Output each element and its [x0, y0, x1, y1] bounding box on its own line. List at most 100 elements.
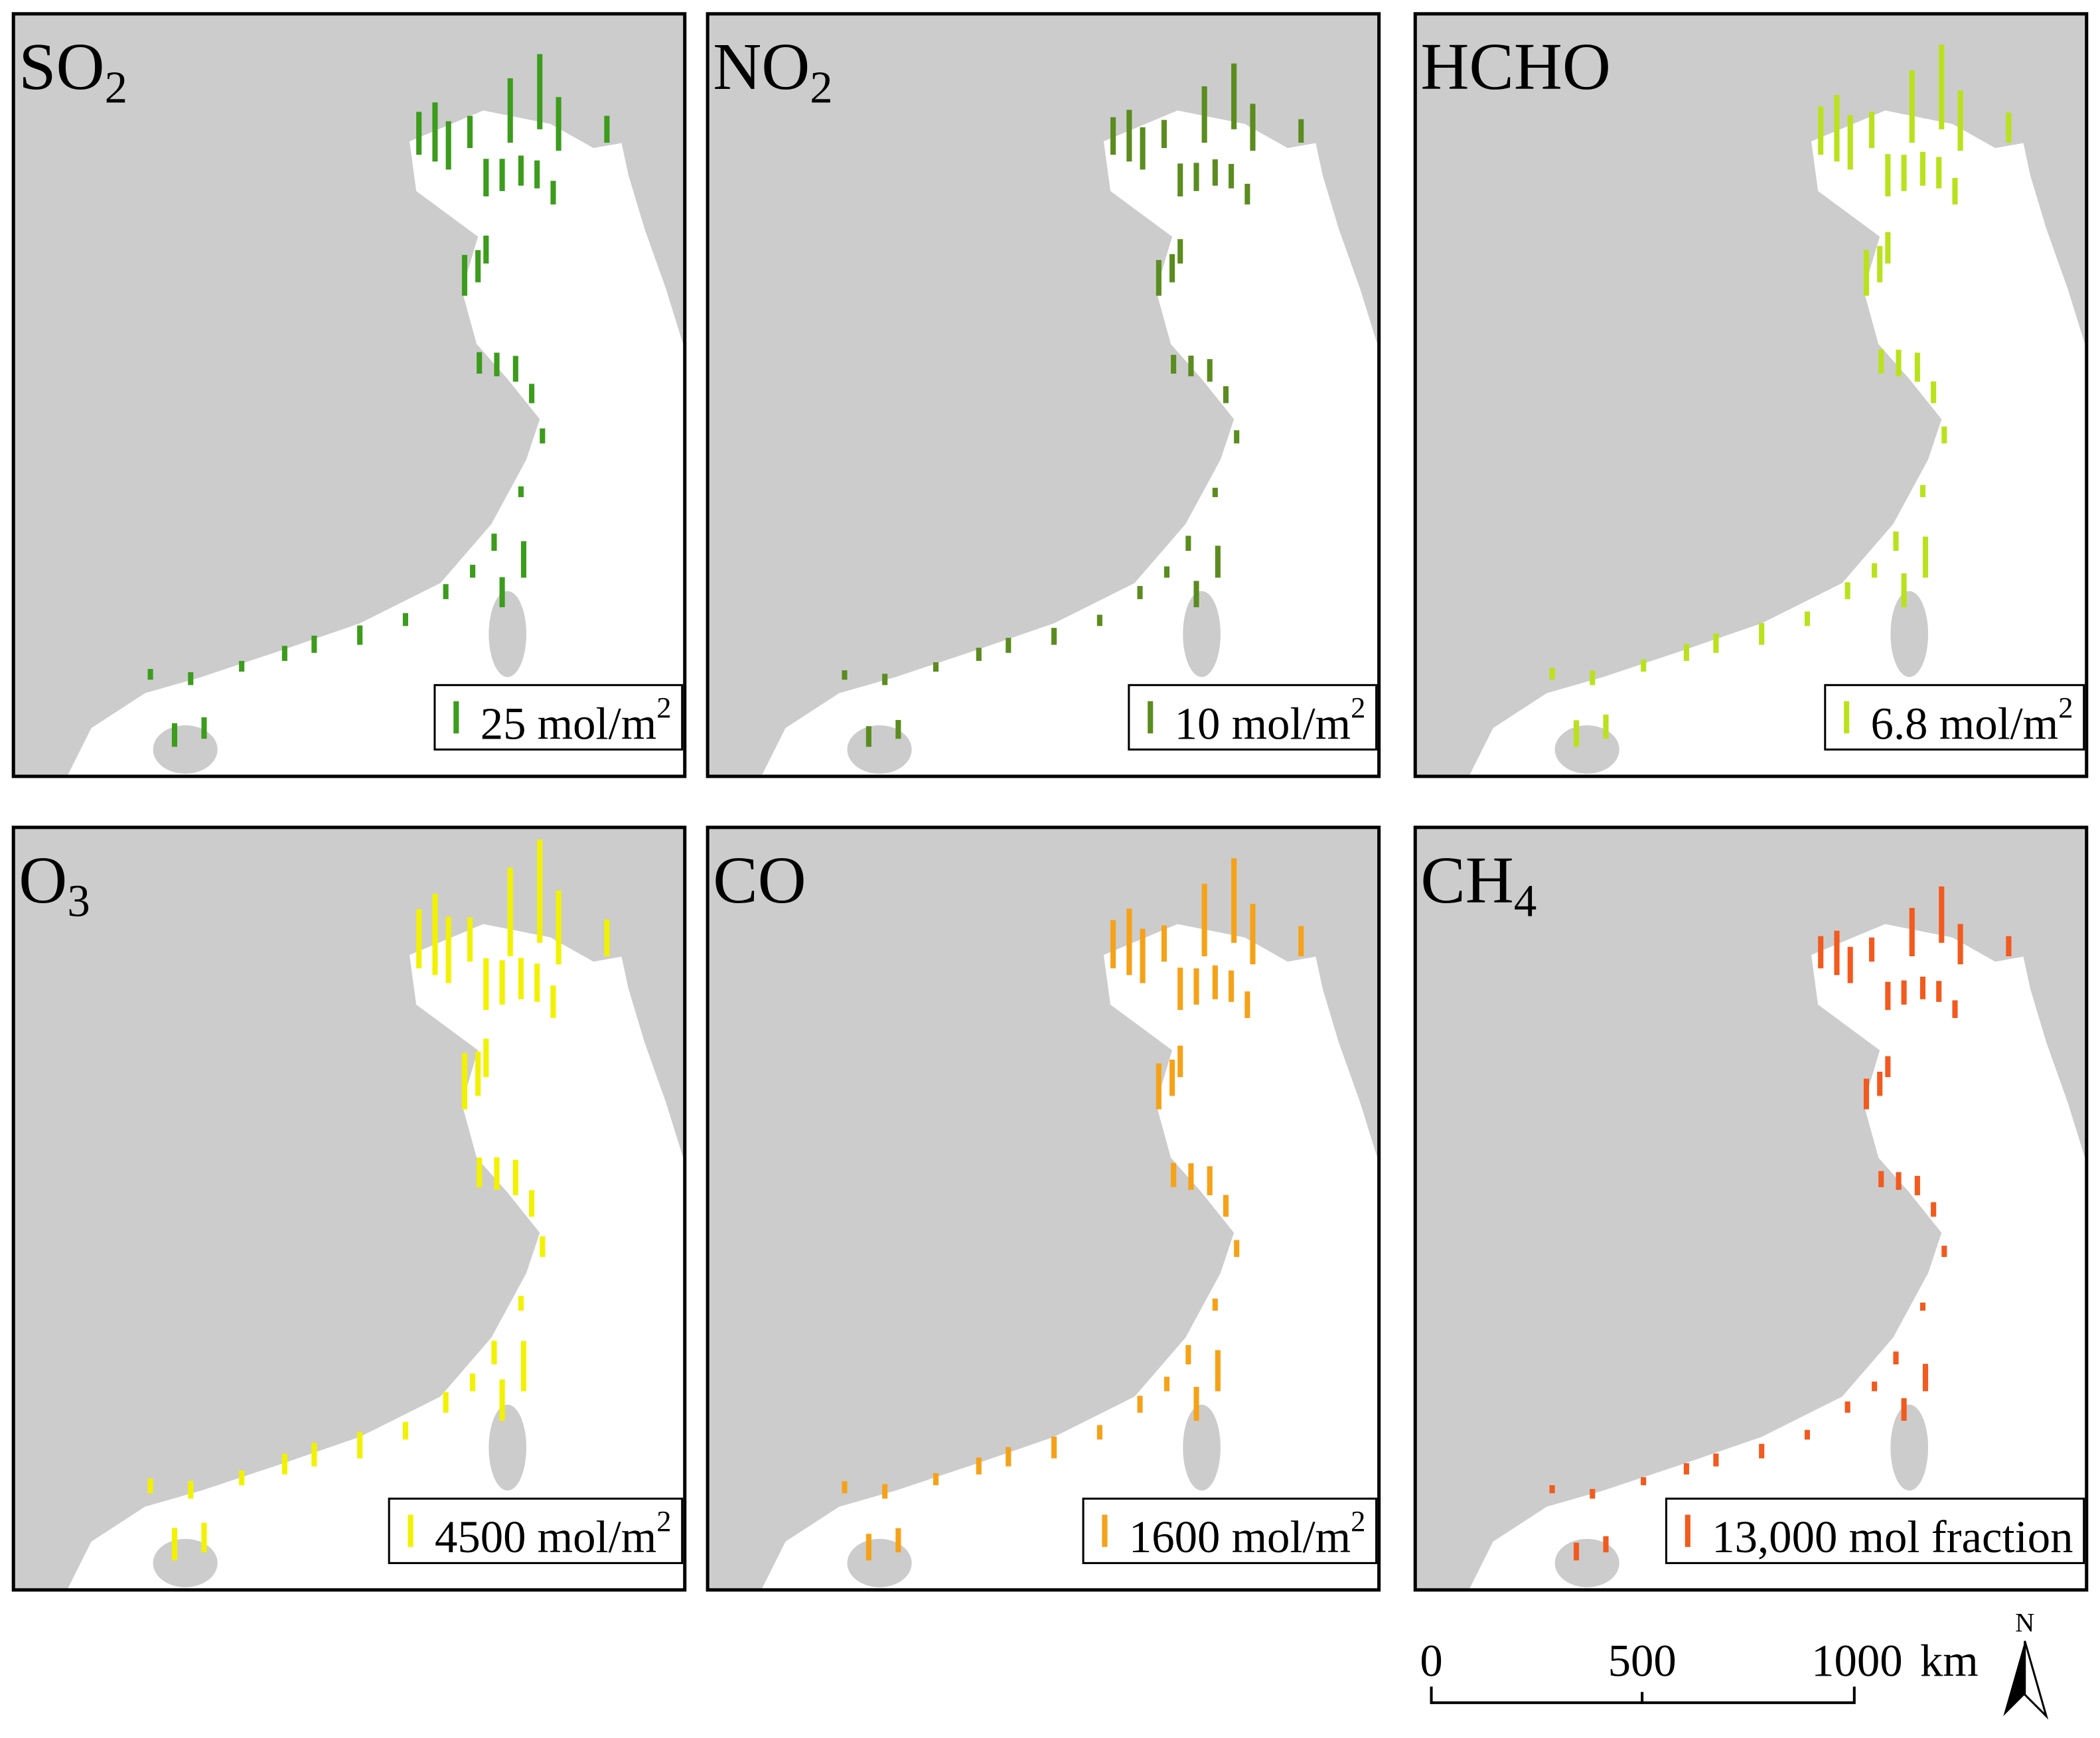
site-bar: [604, 115, 610, 143]
site-bar: [281, 646, 287, 661]
legend-box: [433, 684, 684, 751]
site-bar: [1156, 1063, 1162, 1110]
site-bar: [604, 919, 610, 956]
site-bar: [512, 356, 518, 382]
site-bar: [1223, 386, 1229, 403]
site-bar: [1215, 1350, 1221, 1392]
site-bar: [1939, 886, 1945, 943]
site-bar: [477, 1157, 483, 1187]
site-bar: [491, 1340, 497, 1364]
site-bar: [147, 669, 153, 680]
island: [488, 1404, 527, 1491]
legend-box: [1824, 684, 2085, 751]
site-bar: [529, 384, 535, 403]
legend-text: 13,000 mol fraction: [1712, 1512, 2073, 1562]
panel-frame: [1413, 826, 2089, 1592]
site-bar: [1844, 582, 1850, 599]
site-bar: [537, 54, 543, 129]
site-bar: [1896, 1172, 1902, 1191]
map-panel: HCHO 6.8 mol/m2: [1413, 12, 2089, 778]
site-bar: [1549, 1485, 1555, 1494]
site-bar: [520, 1340, 527, 1392]
site-bar: [1126, 908, 1132, 976]
legend-key: [1148, 701, 1154, 734]
site-bar: [1193, 581, 1199, 608]
site-bar: [1936, 157, 1942, 188]
site-bar: [1110, 920, 1116, 969]
site-bar: [1193, 1386, 1199, 1421]
site-bar: [1590, 1488, 1596, 1499]
site-bar: [499, 1379, 505, 1421]
legend-superscript: 2: [1351, 1504, 1365, 1538]
island: [153, 1538, 218, 1587]
legend-text: 1600 mol/m: [1129, 1512, 1351, 1562]
site-bar: [1931, 381, 1937, 403]
site-bar: [1901, 980, 1907, 1005]
sea: [67, 924, 685, 1590]
legend-key: [408, 1514, 413, 1548]
site-bar: [1914, 352, 1920, 382]
site-bar: [1869, 111, 1875, 149]
site-bar: [443, 584, 449, 599]
site-bar: [540, 428, 546, 444]
site-bar: [1215, 545, 1221, 578]
site-bar: [2006, 112, 2012, 143]
site-bar: [1683, 644, 1689, 661]
site-bar: [1250, 104, 1256, 151]
site-bar: [1936, 981, 1942, 1002]
site-bar: [475, 250, 481, 283]
site-bar: [281, 1453, 287, 1475]
panel-title: O3: [19, 843, 90, 926]
site-bar: [1006, 638, 1012, 653]
island: [1554, 1538, 1619, 1587]
panel-frame: [11, 826, 687, 1592]
panel-frame: [11, 12, 687, 778]
panel-title: NO2: [713, 29, 832, 112]
legend-key: [453, 701, 459, 734]
site-bar: [1922, 536, 1929, 578]
site-bar: [239, 1470, 245, 1486]
site-bar: [1603, 1536, 1609, 1553]
panel-title: CH4: [1420, 843, 1537, 926]
site-bar: [1110, 117, 1116, 155]
island: [847, 725, 912, 774]
site-bar: [1140, 127, 1146, 170]
site-bar: [1231, 63, 1237, 129]
site-bar: [1201, 883, 1207, 956]
site-bar: [512, 1159, 518, 1196]
legend-box: [1082, 1497, 1378, 1564]
legend-label: 13,000 mol fraction: [1712, 1512, 2073, 1562]
site-bar: [1006, 1447, 1012, 1467]
site-bar: [1244, 183, 1250, 205]
site-bar: [1207, 359, 1213, 382]
site-bar: [1250, 904, 1256, 965]
land: [1314, 932, 1379, 1163]
site-bar: [239, 660, 245, 672]
legend-label: 6.8 mol/m2: [1871, 691, 2073, 749]
site-bar: [865, 1534, 871, 1561]
site-bar: [483, 236, 489, 264]
site-bar: [1713, 633, 1719, 653]
site-bar: [1188, 1163, 1194, 1191]
site-bar: [1096, 615, 1102, 626]
site-bar: [201, 717, 207, 739]
site-bar: [467, 917, 473, 962]
scale-unit: km: [1920, 1635, 1979, 1686]
site-bar: [507, 867, 513, 956]
land: [1314, 118, 1379, 350]
land: [2022, 932, 2087, 1163]
scale-label: 1000: [1811, 1635, 1903, 1686]
title-subscript: 3: [67, 875, 90, 926]
site-bar: [477, 352, 483, 374]
site-bar: [1244, 991, 1250, 1019]
site-bar: [933, 1473, 939, 1486]
site-bar: [1893, 1351, 1899, 1364]
site-bar: [1234, 430, 1240, 444]
site-bar: [895, 1528, 901, 1553]
island: [153, 725, 218, 774]
title-subscript: 2: [810, 62, 832, 112]
site-bar: [1223, 1195, 1229, 1217]
title-text: CO: [713, 843, 806, 917]
